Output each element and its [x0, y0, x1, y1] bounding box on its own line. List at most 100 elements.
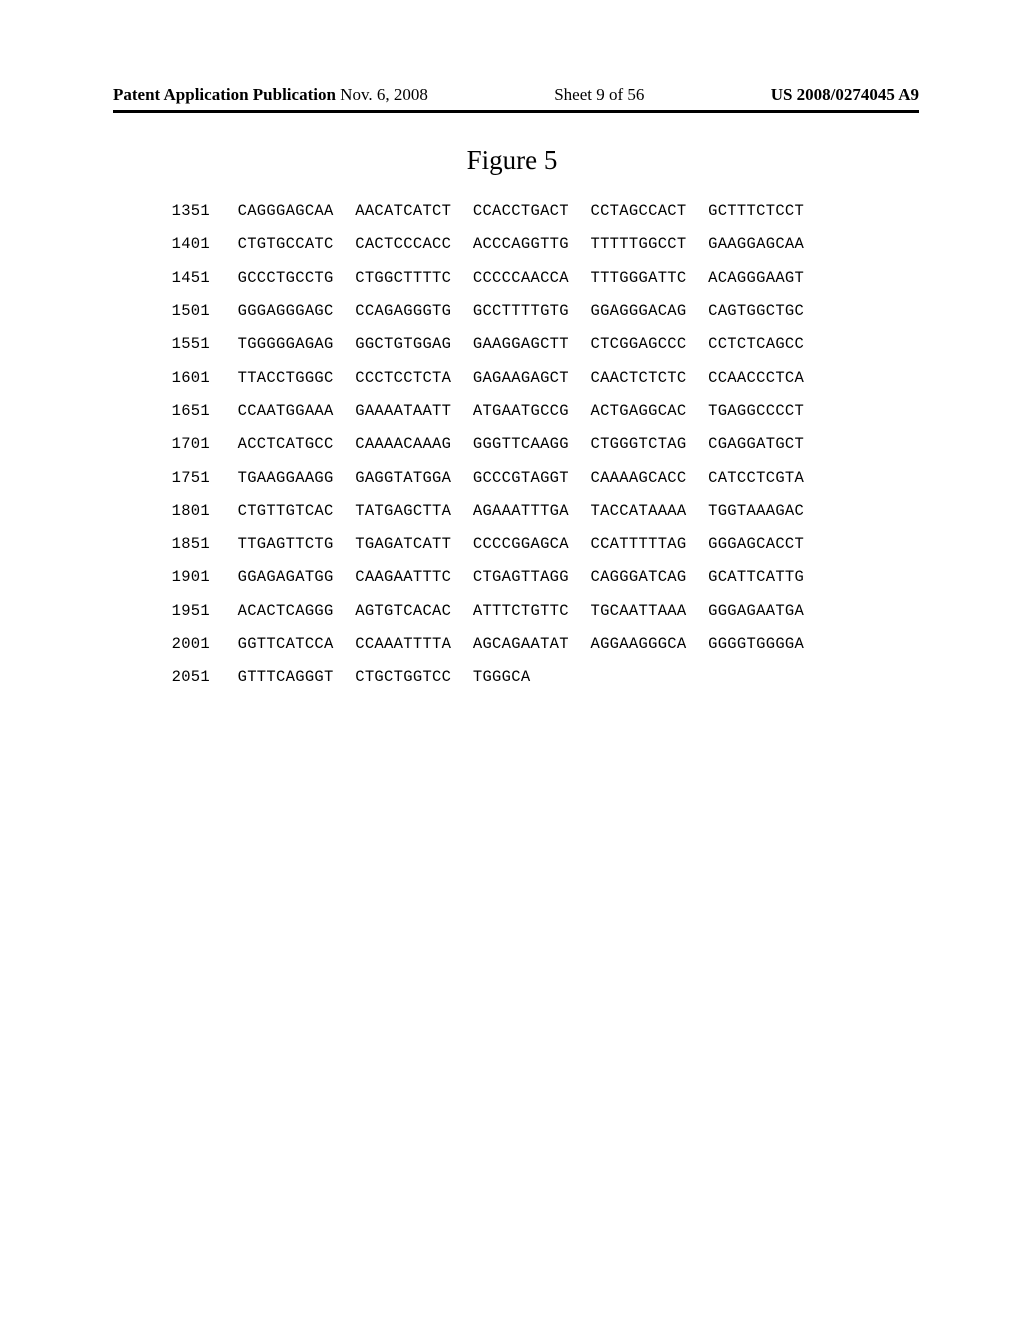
header-divider	[113, 110, 919, 113]
sequence-position: 1901	[170, 561, 228, 594]
sequence-block: GGTTCATCCA	[238, 628, 346, 661]
publication-date: Nov. 6, 2008	[340, 85, 428, 104]
sequence-position: 1651	[170, 395, 228, 428]
sequence-block: AGTGTCACAC	[355, 595, 463, 628]
sequence-position: 1701	[170, 428, 228, 461]
sequence-block: ACACTCAGGG	[238, 595, 346, 628]
sequence-block: CGAGGATGCT	[708, 428, 816, 461]
sequence-block: TGGGGGAGAG	[238, 328, 346, 361]
sequence-block: TGGTAAAGAC	[708, 495, 816, 528]
sequence-block: GGGGTGGGGA	[708, 628, 816, 661]
sequence-position: 1501	[170, 295, 228, 328]
sequence-block: TTTGGGATTC	[590, 262, 698, 295]
page-header: Patent Application Publication Nov. 6, 2…	[0, 85, 1024, 105]
sequence-block: TGAGGCCCCT	[708, 395, 816, 428]
sequence-block: GAAGGAGCTT	[473, 328, 581, 361]
sequence-block: CCAGAGGGTG	[355, 295, 463, 328]
sequence-position: 1751	[170, 462, 228, 495]
sequence-row: 1401 CTGTGCCATC CACTCCCACC ACCCAGGTTG TT…	[170, 228, 816, 261]
sequence-block: CTGGGTCTAG	[590, 428, 698, 461]
sequence-position: 2051	[170, 661, 228, 694]
sequence-block: CATCCTCGTA	[708, 462, 816, 495]
sequence-block: GCCTTTTGTG	[473, 295, 581, 328]
sequence-block: CCTCTCAGCC	[708, 328, 816, 361]
sequence-row: 1951 ACACTCAGGG AGTGTCACAC ATTTCTGTTC TG…	[170, 595, 816, 628]
sequence-position: 1801	[170, 495, 228, 528]
sequence-position: 2001	[170, 628, 228, 661]
publication-label-wrap: Patent Application Publication Nov. 6, 2…	[113, 85, 428, 105]
sequence-row: 2001 GGTTCATCCA CCAAATTTTA AGCAGAATAT AG…	[170, 628, 816, 661]
sequence-block: GGAGGGACAG	[590, 295, 698, 328]
sequence-block: CAGGGATCAG	[590, 561, 698, 594]
sequence-block: TGAAGGAAGG	[238, 462, 346, 495]
sequence-row: 1851 TTGAGTTCTG TGAGATCATT CCCCGGAGCA CC…	[170, 528, 816, 561]
sequence-position: 1601	[170, 362, 228, 395]
sequence-block: CTGAGTTAGG	[473, 561, 581, 594]
sequence-block: TGCAATTAAA	[590, 595, 698, 628]
sequence-block: CAAAAGCACC	[590, 462, 698, 495]
sequence-block: CAGTGGCTGC	[708, 295, 816, 328]
sequence-block: CCACCTGACT	[473, 195, 581, 228]
sequence-block: TTGAGTTCTG	[238, 528, 346, 561]
sequence-listing: 1351 CAGGGAGCAA AACATCATCT CCACCTGACT CC…	[170, 195, 816, 695]
sequence-block: GAGGTATGGA	[355, 462, 463, 495]
sequence-row: 1651 CCAATGGAAA GAAAATAATT ATGAATGCCG AC…	[170, 395, 816, 428]
sequence-block: AACATCATCT	[355, 195, 463, 228]
sequence-block: TACCATAAAA	[590, 495, 698, 528]
sequence-block: AGGAAGGGCA	[590, 628, 698, 661]
sequence-block: TTTTTGGCCT	[590, 228, 698, 261]
sequence-block: CAAGAATTTC	[355, 561, 463, 594]
sequence-row: 1551 TGGGGGAGAG GGCTGTGGAG GAAGGAGCTT CT…	[170, 328, 816, 361]
sequence-block: GGCTGTGGAG	[355, 328, 463, 361]
sequence-position: 1551	[170, 328, 228, 361]
sequence-block: ACCTCATGCC	[238, 428, 346, 461]
sheet-number: Sheet 9 of 56	[554, 85, 644, 105]
sequence-block: CTGTTGTCAC	[238, 495, 346, 528]
sequence-block: CCATTTTTAG	[590, 528, 698, 561]
sequence-block: CTGCTGGTCC	[355, 661, 463, 694]
sequence-row: 1701 ACCTCATGCC CAAAACAAAG GGGTTCAAGG CT…	[170, 428, 816, 461]
sequence-block: GGGAGAATGA	[708, 595, 816, 628]
sequence-block: CCTAGCCACT	[590, 195, 698, 228]
sequence-block: GGGAGGGAGC	[238, 295, 346, 328]
sequence-block: CCCCCAACCA	[473, 262, 581, 295]
sequence-block: CAAAACAAAG	[355, 428, 463, 461]
sequence-row: 1351 CAGGGAGCAA AACATCATCT CCACCTGACT CC…	[170, 195, 816, 228]
sequence-row: 1601 TTACCTGGGC CCCTCCTCTA GAGAAGAGCT CA…	[170, 362, 816, 395]
sequence-block: CCAAATTTTA	[355, 628, 463, 661]
sequence-block: CCCTCCTCTA	[355, 362, 463, 395]
sequence-block: TGAGATCATT	[355, 528, 463, 561]
sequence-block: ACAGGGAAGT	[708, 262, 816, 295]
sequence-block: ACCCAGGTTG	[473, 228, 581, 261]
sequence-block: AGAAATTTGA	[473, 495, 581, 528]
sequence-block: GGAGAGATGG	[238, 561, 346, 594]
sequence-row: 1901 GGAGAGATGG CAAGAATTTC CTGAGTTAGG CA…	[170, 561, 816, 594]
sequence-block: GCCCGTAGGT	[473, 462, 581, 495]
sequence-block: GGGAGCACCT	[708, 528, 816, 561]
sequence-block: TTACCTGGGC	[238, 362, 346, 395]
sequence-block: TGGGCA	[473, 661, 543, 694]
sequence-block: ACTGAGGCAC	[590, 395, 698, 428]
sequence-position: 1351	[170, 195, 228, 228]
sequence-block: CTGGCTTTTC	[355, 262, 463, 295]
sequence-position: 1951	[170, 595, 228, 628]
sequence-block: AGCAGAATAT	[473, 628, 581, 661]
sequence-block: ATTTCTGTTC	[473, 595, 581, 628]
sequence-block: CTCGGAGCCC	[590, 328, 698, 361]
sequence-block: CAGGGAGCAA	[238, 195, 346, 228]
sequence-block: GGGTTCAAGG	[473, 428, 581, 461]
sequence-block: GCATTCATTG	[708, 561, 816, 594]
sequence-block: TATGAGCTTA	[355, 495, 463, 528]
sequence-block: CACTCCCACC	[355, 228, 463, 261]
sequence-position: 1451	[170, 262, 228, 295]
sequence-block: CCAACCCTCA	[708, 362, 816, 395]
sequence-block: CAACTCTCTC	[590, 362, 698, 395]
sequence-position: 1851	[170, 528, 228, 561]
sequence-position: 1401	[170, 228, 228, 261]
sequence-block: ATGAATGCCG	[473, 395, 581, 428]
sequence-row: 1501 GGGAGGGAGC CCAGAGGGTG GCCTTTTGTG GG…	[170, 295, 816, 328]
publication-label: Patent Application Publication	[113, 85, 336, 104]
sequence-block: GCCCTGCCTG	[238, 262, 346, 295]
sequence-block: CCCCGGAGCA	[473, 528, 581, 561]
figure-title: Figure 5	[0, 145, 1024, 176]
